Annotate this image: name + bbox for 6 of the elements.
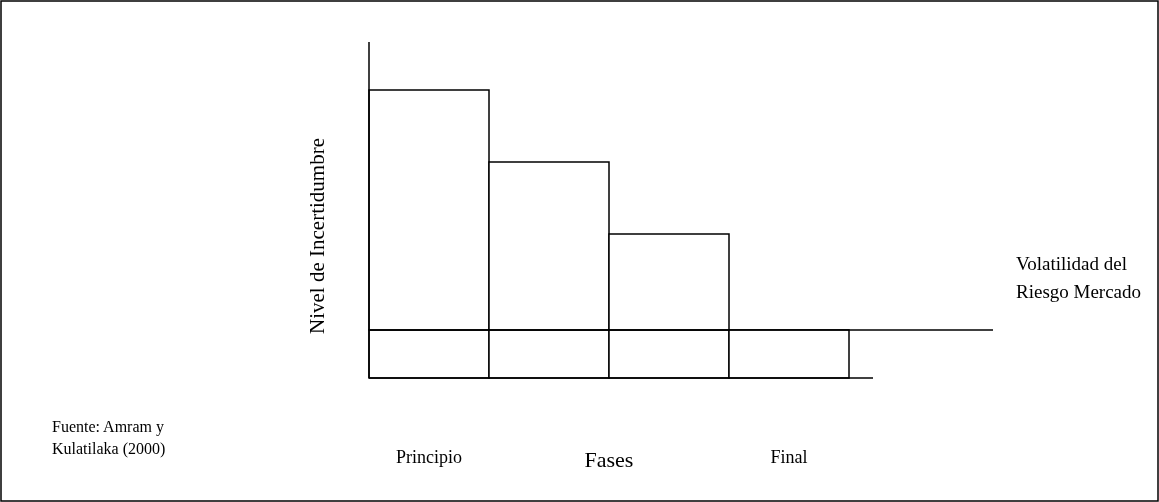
ref-line-label: Volatilidad del Riesgo Mercado <box>1016 252 1142 302</box>
x-tick-label: Final <box>770 447 808 467</box>
x-tick-label: Principio <box>396 447 462 467</box>
source-note: Fuente: Amram y Kulatilaka (2000) <box>52 418 166 458</box>
x-axis-title: Fases <box>584 447 634 472</box>
y-axis-title: Nivel de Incertidumbre <box>305 138 329 334</box>
